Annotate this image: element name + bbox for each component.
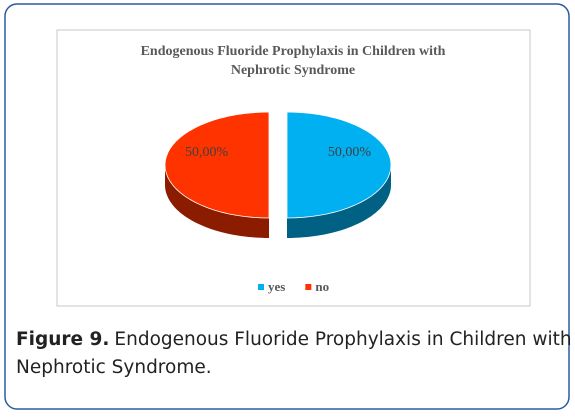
slice (286, 111, 392, 219)
legend-label: yes (268, 279, 285, 294)
caption: Figure 9. Endogenous Fluoride Prophylaxis… (16, 329, 572, 350)
caption-text: Endogenous Fluoride Prophylaxis in Child… (114, 329, 571, 350)
legend-label: no (315, 279, 329, 294)
caption-label: Figure 9. (16, 329, 109, 350)
legend-swatch (305, 284, 312, 290)
slice (164, 111, 270, 219)
legend: yes no (258, 279, 329, 294)
chart-title: Nephrotic Syndrome (231, 63, 355, 78)
chart-title: Endogenous Fluoride Prophylaxis in Child… (141, 44, 446, 59)
legend-swatch (258, 284, 264, 290)
data-label: 50,00% (185, 145, 229, 160)
data-label: 50,00% (328, 145, 372, 160)
caption-text: Nephrotic Syndrome. (16, 357, 212, 378)
slice-side (287, 165, 391, 238)
pie: 50,00% 50,00% (164, 111, 392, 238)
slice-side (165, 165, 269, 238)
